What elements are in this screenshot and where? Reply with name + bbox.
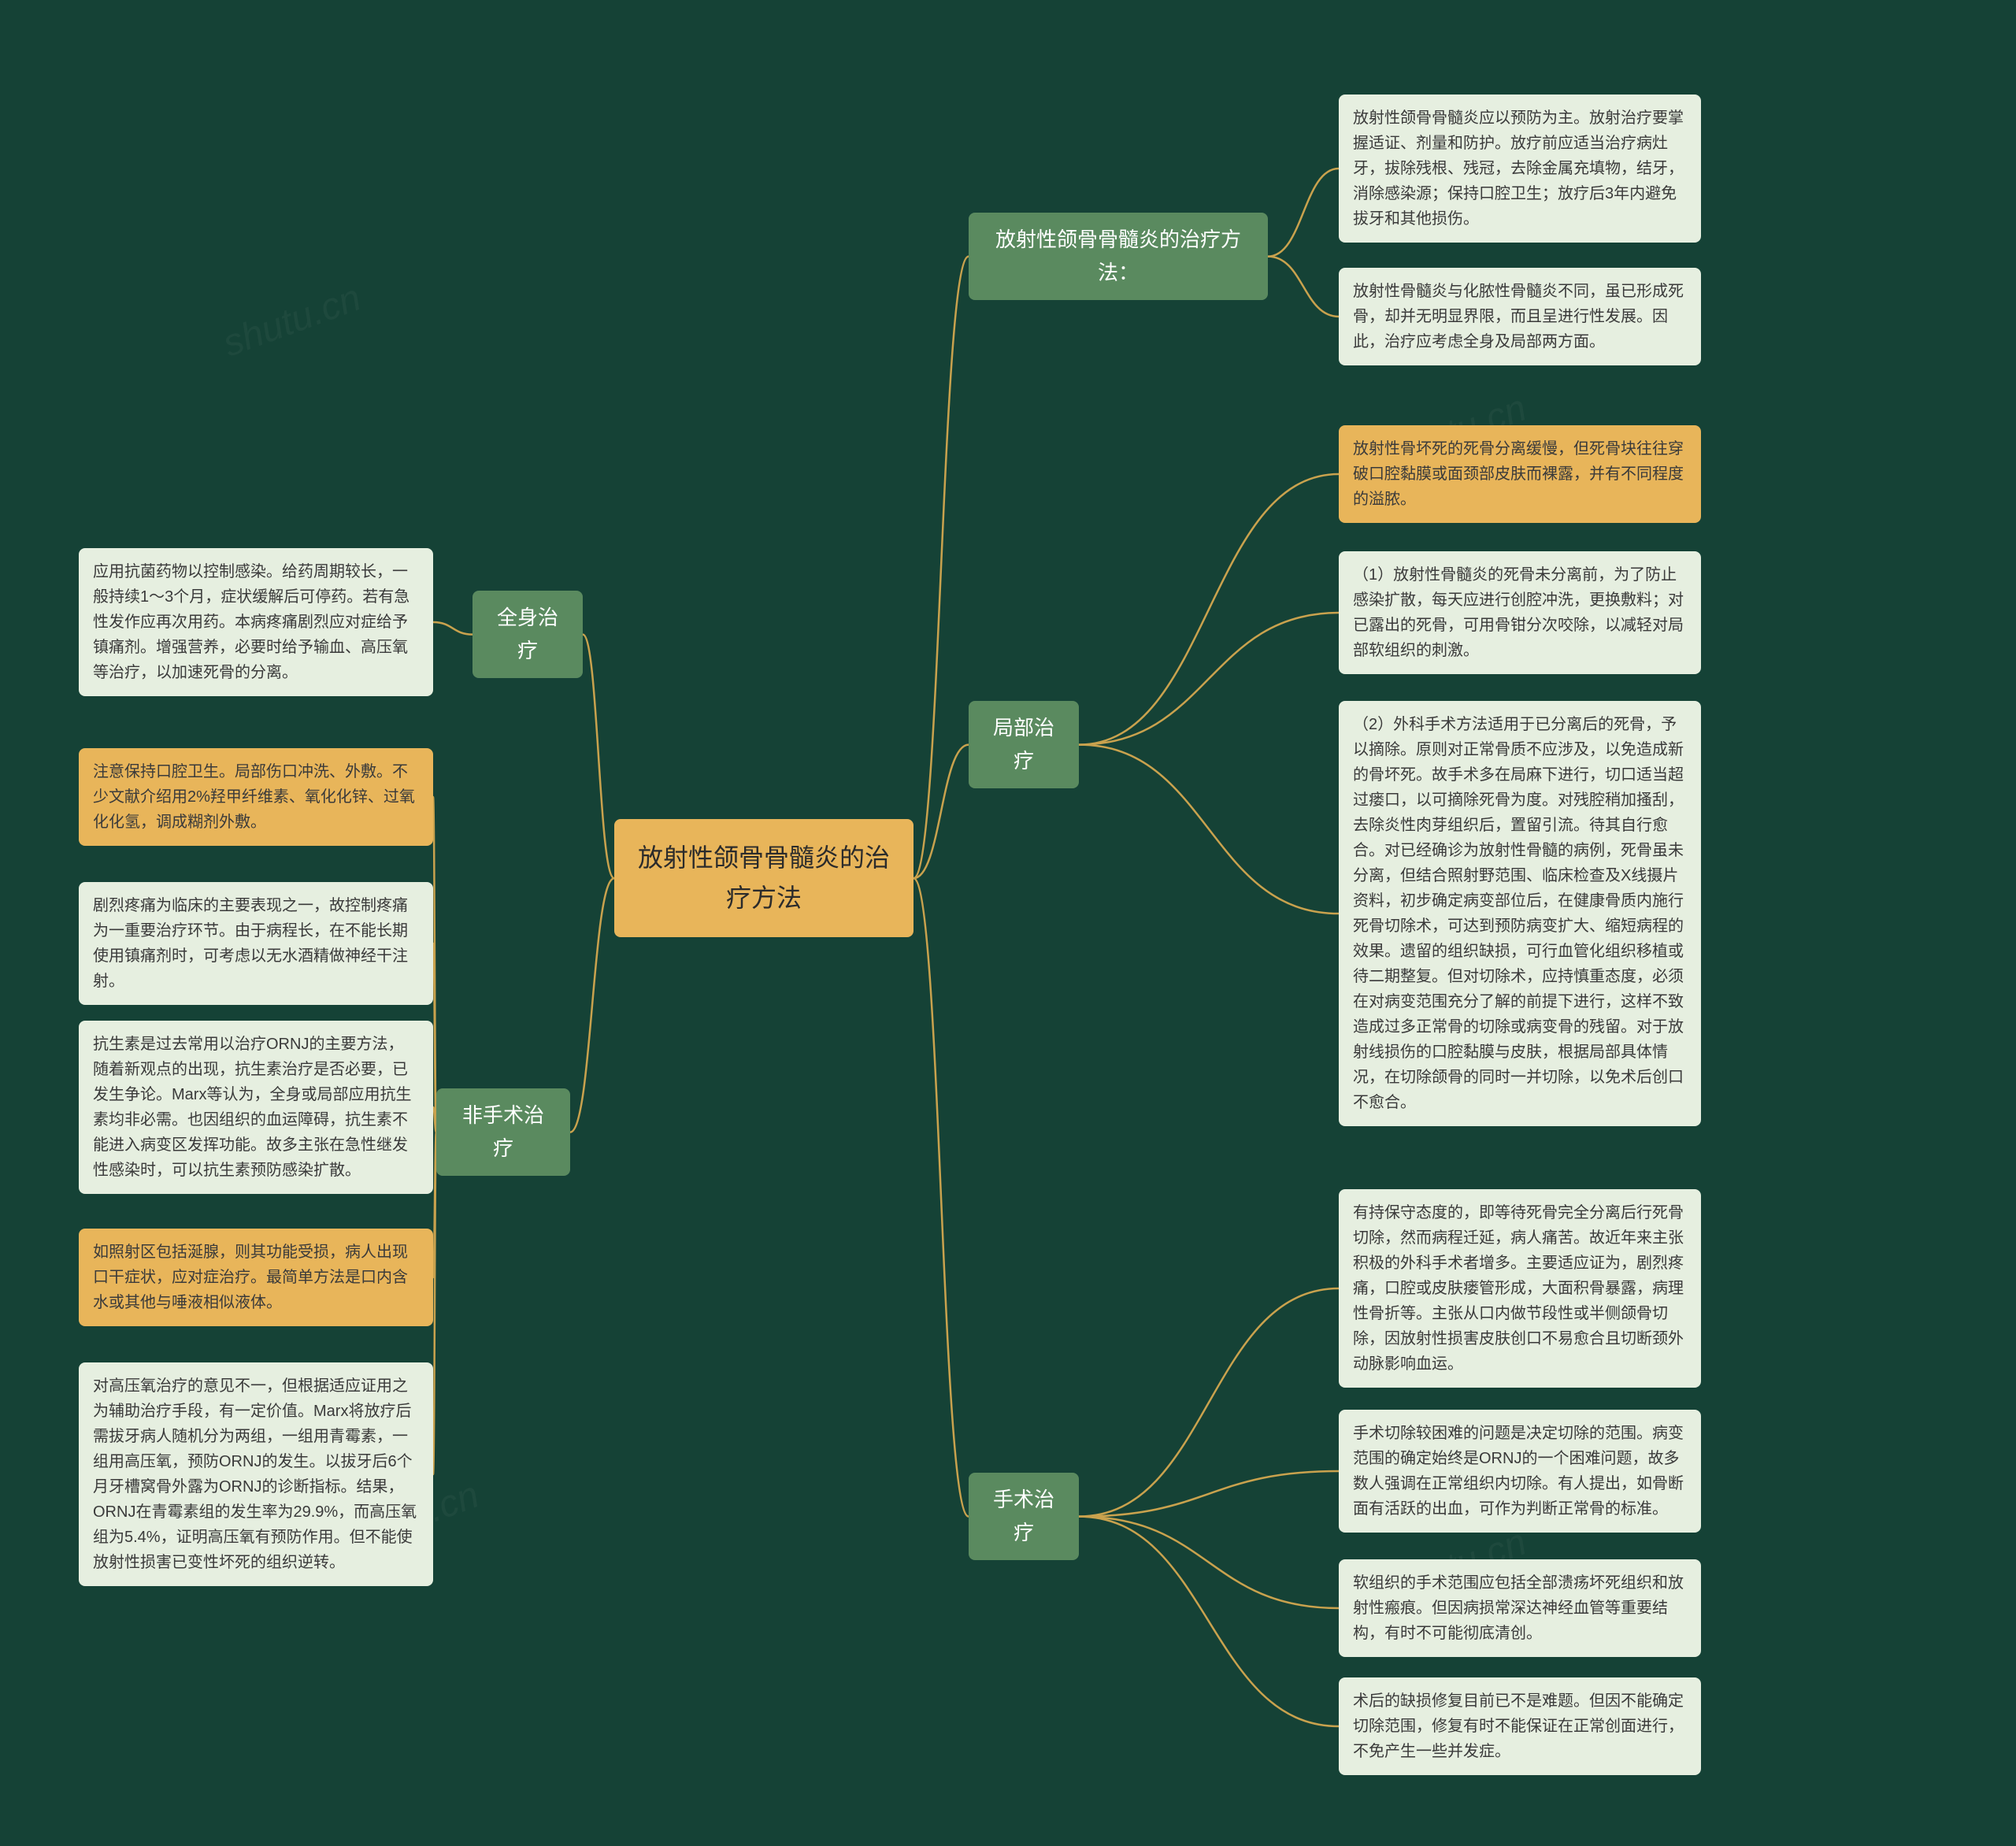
leaf-method-1: 放射性颌骨骨髓炎应以预防为主。放射治疗要掌握适证、剂量和防护。放疗前应适当治疗病…	[1339, 95, 1701, 243]
leaf-ns-3: 抗生素是过去常用以治疗ORNJ的主要方法，随着新观点的出现，抗生素治疗是否必要，…	[79, 1021, 433, 1194]
root-node: 放射性颌骨骨髓炎的治疗方法	[614, 819, 914, 937]
branch-local: 局部治疗	[969, 701, 1079, 788]
leaf-systemic-1: 应用抗菌药物以控制感染。给药周期较长，一般持续1～3个月，症状缓解后可停药。若有…	[79, 548, 433, 696]
branch-systemic: 全身治疗	[472, 591, 583, 678]
watermark: shutu.cn	[217, 276, 366, 366]
leaf-ns-2: 剧烈疼痛为临床的主要表现之一，故控制疼痛为一重要治疗环节。由于病程长，在不能长期…	[79, 882, 433, 1005]
leaf-surg-1: 有持保守态度的，即等待死骨完全分离后行死骨切除，然而病程迁延，病人痛苦。故近年来…	[1339, 1189, 1701, 1388]
leaf-local-2: （1）放射性骨髓炎的死骨未分离前，为了防止感染扩散，每天应进行创腔冲洗，更换敷料…	[1339, 551, 1701, 674]
leaf-ns-1: 注意保持口腔卫生。局部伤口冲洗、外敷。不少文献介绍用2%羟甲纤维素、氧化化锌、过…	[79, 748, 433, 846]
leaf-local-3: （2）外科手术方法适用于已分离后的死骨，予以摘除。原则对正常骨质不应涉及，以免造…	[1339, 701, 1701, 1126]
leaf-surg-2: 手术切除较困难的问题是决定切除的范围。病变范围的确定始终是ORNJ的一个困难问题…	[1339, 1410, 1701, 1533]
leaf-surg-3: 软组织的手术范围应包括全部溃疡坏死组织和放射性瘢痕。但因病损常深达神经血管等重要…	[1339, 1559, 1701, 1657]
leaf-ns-5: 对高压氧治疗的意见不一，但根据适应证用之为辅助治疗手段，有一定价值。Marx将放…	[79, 1362, 433, 1586]
branch-method: 放射性颌骨骨髓炎的治疗方法：	[969, 213, 1268, 300]
leaf-ns-4: 如照射区包括涎腺，则其功能受损，病人出现口干症状，应对症治疗。最简单方法是口内含…	[79, 1229, 433, 1326]
leaf-method-2: 放射性骨髓炎与化脓性骨髓炎不同，虽已形成死骨，却并无明显界限，而且呈进行性发展。…	[1339, 268, 1701, 365]
leaf-local-1: 放射性骨坏死的死骨分离缓慢，但死骨块往往穿破口腔黏膜或面颈部皮肤而裸露，并有不同…	[1339, 425, 1701, 523]
branch-nonsurgical: 非手术治疗	[436, 1088, 570, 1176]
branch-surgical: 手术治疗	[969, 1473, 1079, 1560]
leaf-surg-4: 术后的缺损修复目前已不是难题。但因不能确定切除范围，修复有时不能保证在正常创面进…	[1339, 1677, 1701, 1775]
